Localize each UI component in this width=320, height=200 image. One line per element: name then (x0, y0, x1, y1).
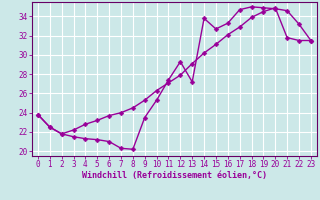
X-axis label: Windchill (Refroidissement éolien,°C): Windchill (Refroidissement éolien,°C) (82, 171, 267, 180)
